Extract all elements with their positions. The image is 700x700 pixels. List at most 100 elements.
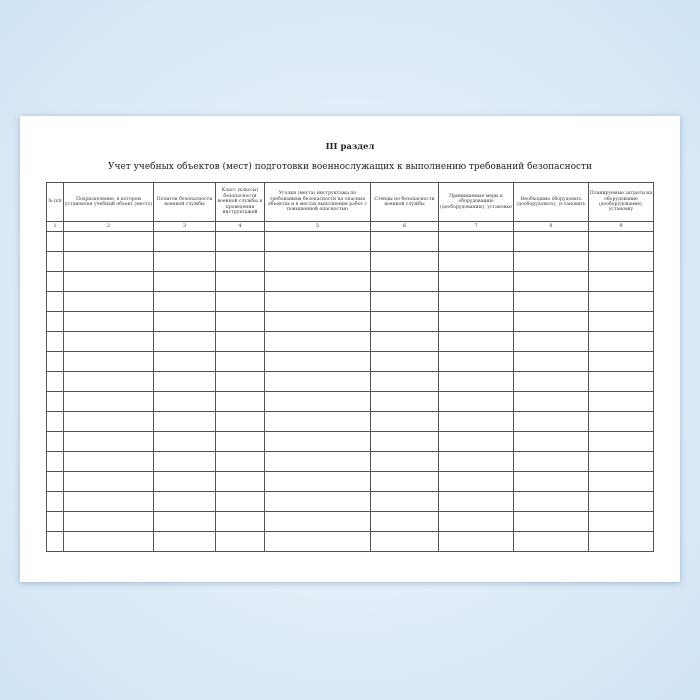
table-cell (153, 311, 216, 332)
table-cell (588, 431, 654, 452)
table-cell (153, 451, 216, 472)
table-cell (63, 231, 154, 252)
table-cell (153, 531, 216, 552)
table-cell (438, 331, 514, 352)
table-cell (46, 531, 64, 552)
table-cell (46, 511, 64, 532)
table-cell (264, 491, 371, 512)
table-row (46, 311, 654, 332)
table-cell (264, 511, 371, 532)
table-cell (370, 411, 439, 432)
table-cell (513, 311, 589, 332)
table-cell (63, 431, 154, 452)
table-cell (264, 271, 371, 292)
table-cell (153, 471, 216, 492)
table-row (46, 511, 654, 532)
table-cell (63, 331, 154, 352)
table-cell (370, 391, 439, 412)
records-table: № п/п Подразделение, в котором установлен… (46, 182, 654, 552)
table-cell (215, 391, 265, 412)
table-cell (215, 471, 265, 492)
table-cell (588, 531, 654, 552)
table-cell (46, 251, 64, 272)
table-cell (215, 371, 265, 392)
table-cell (588, 371, 654, 392)
table-cell (370, 331, 439, 352)
table-row (46, 431, 654, 452)
table-row (46, 371, 654, 392)
table-cell (215, 411, 265, 432)
table-row (46, 231, 654, 252)
table-cell (63, 531, 154, 552)
column-header: Необходимо оборудовать (дооборудовать), … (513, 182, 589, 222)
table-cell (153, 391, 216, 412)
column-header: Планируемые затраты на оборудование (доо… (588, 182, 654, 222)
table-cell (513, 231, 589, 252)
column-number: 7 (438, 221, 514, 232)
table-cell (438, 391, 514, 412)
section-heading: III раздел (325, 142, 375, 152)
table-cell (513, 251, 589, 272)
table-cell (588, 391, 654, 412)
column-number: 3 (153, 221, 216, 232)
table-cell (46, 371, 64, 392)
table-row (46, 411, 654, 432)
table-cell (215, 351, 265, 372)
table-cell (215, 271, 265, 292)
table-row (46, 351, 654, 372)
column-number: 2 (63, 221, 154, 232)
table-cell (438, 291, 514, 312)
table-cell (438, 271, 514, 292)
table-cell (588, 511, 654, 532)
table-cell (370, 431, 439, 452)
table-cell (63, 511, 154, 532)
table-row (46, 451, 654, 472)
table-cell (438, 471, 514, 492)
table-cell (513, 331, 589, 352)
table-cell (264, 431, 371, 452)
table-cell (215, 291, 265, 312)
table-cell (215, 511, 265, 532)
table-cell (438, 371, 514, 392)
table-cell (46, 431, 64, 452)
table-row (46, 331, 654, 352)
column-number: 4 (215, 221, 265, 232)
table-cell (438, 231, 514, 252)
column-header: № п/п (46, 182, 64, 222)
table-cell (588, 231, 654, 252)
table-cell (46, 471, 64, 492)
table-row (46, 251, 654, 272)
table-cell (153, 331, 216, 352)
table-cell (370, 351, 439, 372)
table-cell (438, 251, 514, 272)
table-cell (513, 351, 589, 372)
column-number: 5 (264, 221, 371, 232)
table-cell (215, 251, 265, 272)
table-cell (513, 271, 589, 292)
table-cell (264, 451, 371, 472)
table-cell (370, 311, 439, 332)
table-cell (438, 451, 514, 472)
table-cell (513, 431, 589, 452)
table-cell (63, 371, 154, 392)
table-cell (264, 531, 371, 552)
table-cell (438, 411, 514, 432)
table-cell (63, 271, 154, 292)
table-cell (370, 231, 439, 252)
page-title: Учет учебных объектов (мест) подготовки … (107, 162, 593, 172)
table-cell (63, 391, 154, 412)
table-cell (438, 531, 514, 552)
table-cell (153, 251, 216, 272)
table-cell (46, 331, 64, 352)
table-cell (215, 531, 265, 552)
table-cell (215, 231, 265, 252)
table-cell (215, 451, 265, 472)
table-cell (153, 511, 216, 532)
table-cell (264, 291, 371, 312)
column-header: Принимаемые меры к оборудованию (дообору… (438, 182, 514, 222)
table-cell (63, 291, 154, 312)
table-cell (153, 271, 216, 292)
table-cell (588, 331, 654, 352)
table-cell (588, 491, 654, 512)
